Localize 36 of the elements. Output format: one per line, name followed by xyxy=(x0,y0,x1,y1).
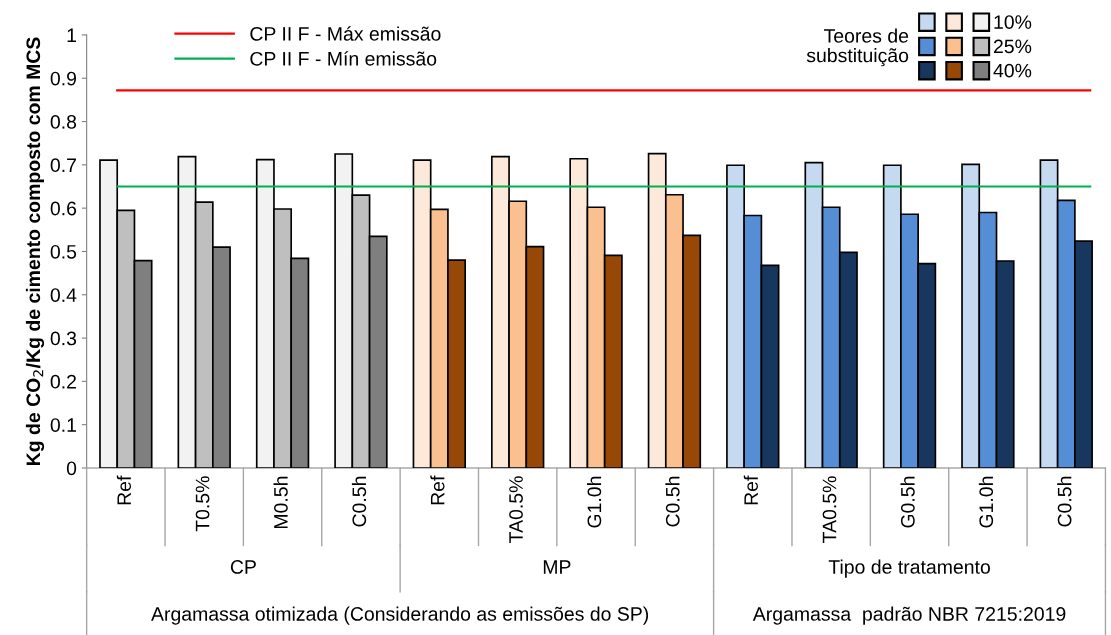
legend-label: 10% xyxy=(994,15,1032,29)
y-tick-label: 0.5 xyxy=(50,244,77,259)
x-tick-label: C0.5h xyxy=(1057,476,1072,527)
y-tick-label: 0.9 xyxy=(50,71,77,86)
text: Argamassa otimizada (Considerando as emissões do SP) xyxy=(151,606,649,625)
x-tick-label: M0.5h xyxy=(273,476,288,529)
x-tick-label: Ref xyxy=(743,475,759,505)
legend-label: 40% xyxy=(993,63,1032,78)
y-tick-label: 0 xyxy=(66,461,77,476)
y-tick-label: 0.3 xyxy=(50,331,77,346)
x-tick-label: TA0.5% xyxy=(509,476,523,543)
legend-label: 25% xyxy=(993,39,1032,54)
y-tick-label: 0.7 xyxy=(50,158,76,173)
x-tick-label: TA0.5% xyxy=(822,476,837,543)
y-axis-title: Kg de CO$_{2}$/Kg de cimento composto com MCS xyxy=(25,37,45,466)
x-tick-label: Ref xyxy=(116,475,132,505)
x-tick-label: Ref xyxy=(430,475,445,505)
y-tick-label: 0.4 xyxy=(50,288,77,302)
legend-title: Teores de substituição xyxy=(806,28,909,67)
text: CP xyxy=(230,560,256,574)
y-tick-label: 0.2 xyxy=(50,374,76,389)
legend-label: CP II F - Máx emissão xyxy=(250,26,441,41)
text: MP xyxy=(543,560,571,574)
x-tick-label: G1.0h xyxy=(586,476,602,528)
text: Argamassa padrão NBR 7215:2019 xyxy=(752,606,1066,625)
x-tick-label: T0.5% xyxy=(195,476,210,532)
x-tick-label: C0.5h xyxy=(665,476,680,527)
y-tick-label: 0.1 xyxy=(50,418,76,432)
y-tick-label: 1 xyxy=(67,28,76,42)
y-tick-label: 0.6 xyxy=(50,201,77,216)
y-tick-label: 0.8 xyxy=(50,115,77,129)
legend-label: CP II F - Mín emissão xyxy=(250,51,437,66)
text: Tipo de tratamento xyxy=(828,559,990,578)
x-tick-label: G0.5h xyxy=(900,476,915,528)
x-tick-label: C0.5h xyxy=(351,476,367,527)
x-tick-label: G1.0h xyxy=(978,476,994,528)
